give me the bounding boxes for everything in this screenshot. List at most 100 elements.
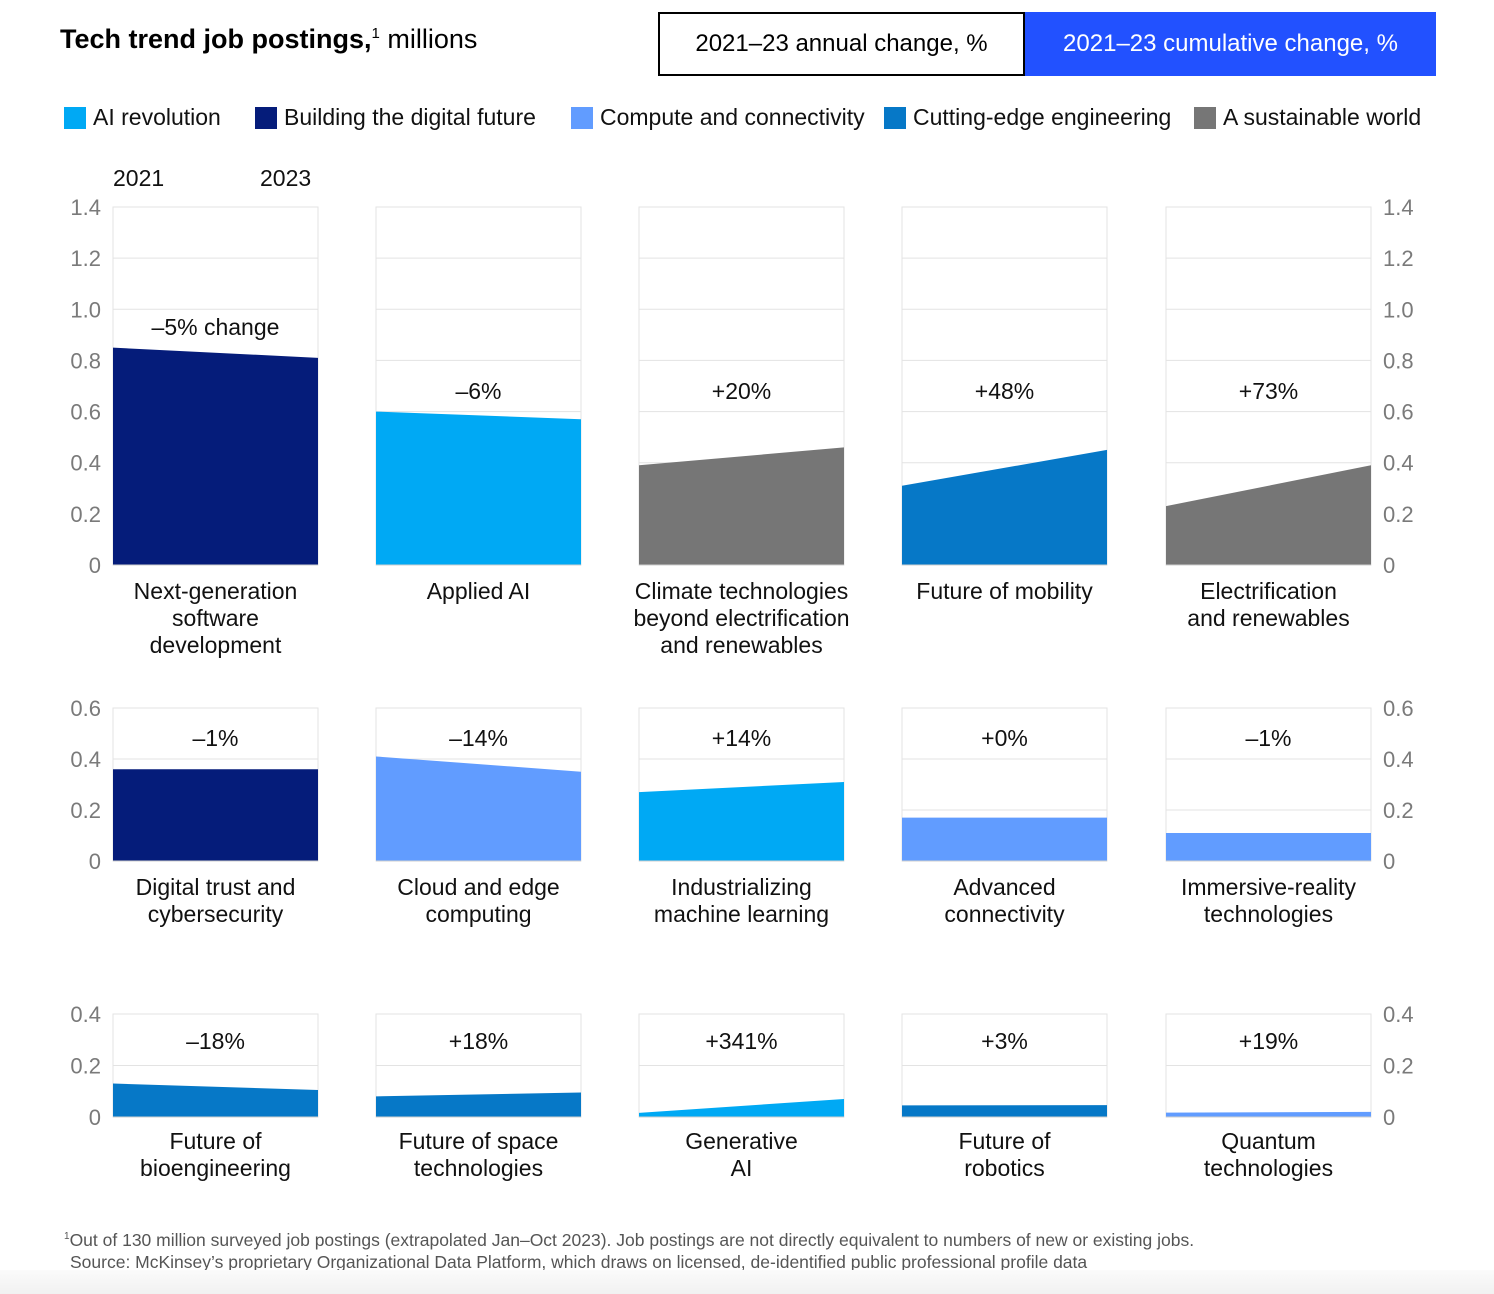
y-tick-label-right: 0.2 <box>1383 502 1414 527</box>
legend-item-ai-revolution: AI revolution <box>64 104 221 131</box>
footnote-line-1: 1Out of 130 million surveyed job posting… <box>64 1226 1194 1251</box>
legend-label: Cutting-edge engineering <box>913 104 1172 130</box>
year-label-2021: 2021 <box>113 165 165 191</box>
area-electrification-and-renewables <box>1166 465 1371 565</box>
y-tick-label-right: 0.2 <box>1383 798 1414 823</box>
area-applied-ai <box>376 411 581 565</box>
area-digital-trust-and-cybersecurity <box>113 769 318 861</box>
legend-label: Building the digital future <box>284 104 536 130</box>
area-future-of-bioengineering <box>113 1083 318 1117</box>
y-tick-label-right: 1.2 <box>1383 246 1414 271</box>
panel-label-future-of-space-technologies: technologies <box>414 1155 543 1181</box>
y-tick-label-left: 0.4 <box>70 747 101 772</box>
panel-label-cloud-and-edge-computing: computing <box>425 901 531 927</box>
area-future-of-mobility <box>902 449 1107 565</box>
legend-item-a-sustainable-world: A sustainable world <box>1194 104 1421 131</box>
panel-label-industrializing-machine-learning: machine learning <box>654 901 829 927</box>
chart-title: Tech trend job postings,1 millions <box>60 24 477 55</box>
panel-label-climate-technologies-beyond-electrification-and-renewables: beyond electrification <box>633 605 849 631</box>
change-label-advanced-connectivity: +0% <box>981 725 1028 751</box>
panel-label-generative-ai: AI <box>731 1155 753 1181</box>
legend-label: A sustainable world <box>1223 104 1422 130</box>
panel-label-next-generation-software-development: Next-generation <box>134 578 298 604</box>
area-immersive-reality-technologies <box>1166 832 1371 861</box>
panel-label-climate-technologies-beyond-electrification-and-renewables: Climate technologies <box>635 578 849 604</box>
y-tick-label-left: 1.2 <box>70 246 101 271</box>
y-tick-label-left: 0.2 <box>70 1054 101 1079</box>
panel-label-next-generation-software-development: software <box>172 605 259 631</box>
y-tick-label-left: 0.6 <box>70 400 101 425</box>
panel-label-immersive-reality-technologies: Immersive-reality <box>1181 874 1357 900</box>
y-tick-label-right: 1.0 <box>1383 297 1414 322</box>
change-label-future-of-mobility: +48% <box>975 378 1034 404</box>
area-future-of-space-technologies <box>376 1092 581 1117</box>
y-tick-label-right: 0 <box>1383 553 1395 578</box>
panel-label-digital-trust-and-cybersecurity: cybersecurity <box>148 901 284 927</box>
panel-label-applied-ai: Applied AI <box>427 578 531 604</box>
cumulative-change-button[interactable]: 2021–23 cumulative change, % <box>1025 12 1436 76</box>
y-tick-label-right: 0.8 <box>1383 348 1414 373</box>
y-tick-label-left: 0.4 <box>70 451 101 476</box>
panel-label-future-of-robotics: robotics <box>964 1155 1045 1181</box>
area-next-generation-software-development <box>113 347 318 565</box>
panel-label-industrializing-machine-learning: Industrializing <box>671 874 812 900</box>
change-label-electrification-and-renewables: +73% <box>1239 378 1298 404</box>
panel-label-digital-trust-and-cybersecurity: Digital trust and <box>136 874 296 900</box>
legend-item-building-the-digital-future: Building the digital future <box>255 104 536 131</box>
y-tick-label-left: 0 <box>89 1105 101 1130</box>
y-tick-label-left: 0.4 <box>70 1002 101 1027</box>
panel-label-advanced-connectivity: Advanced <box>953 874 1055 900</box>
y-tick-label-right: 0.4 <box>1383 1002 1414 1027</box>
y-tick-label-left: 0.6 <box>70 696 101 721</box>
area-cloud-and-edge-computing <box>376 756 581 861</box>
footnote-text: Out of 130 million surveyed job postings… <box>69 1229 1195 1250</box>
change-label-applied-ai: –6% <box>455 378 501 404</box>
panel-label-immersive-reality-technologies: technologies <box>1204 901 1333 927</box>
title-unit: millions <box>379 24 478 54</box>
y-tick-label-left: 1.4 <box>70 195 101 220</box>
panel-label-cloud-and-edge-computing: Cloud and edge <box>397 874 559 900</box>
annual-change-button[interactable]: 2021–23 annual change, % <box>658 12 1025 76</box>
source-line: Source: McKinsey’s proprietary Organizat… <box>70 1251 1088 1272</box>
panel-label-climate-technologies-beyond-electrification-and-renewables: and renewables <box>660 632 822 658</box>
y-tick-label-left: 0 <box>89 849 101 874</box>
panel-label-future-of-mobility: Future of mobility <box>916 578 1093 604</box>
panel-label-quantum-technologies: Quantum <box>1221 1128 1316 1154</box>
area-generative-ai <box>639 1098 844 1117</box>
y-tick-label-left: 0.2 <box>70 798 101 823</box>
change-label-generative-ai: +341% <box>705 1028 777 1054</box>
panel-label-future-of-bioengineering: bioengineering <box>140 1155 291 1181</box>
area-advanced-connectivity <box>902 817 1107 861</box>
y-tick-label-right: 0.2 <box>1383 1054 1414 1079</box>
area-future-of-robotics <box>902 1105 1107 1117</box>
legend-item-cutting-edge-engineering: Cutting-edge engineering <box>884 104 1171 131</box>
title-main: Tech trend job postings, <box>60 24 372 54</box>
y-tick-label-right: 0.4 <box>1383 451 1414 476</box>
y-tick-label-right: 1.4 <box>1383 195 1414 220</box>
panel-label-quantum-technologies: technologies <box>1204 1155 1333 1181</box>
y-tick-label-left: 0.8 <box>70 348 101 373</box>
title-footnote-marker: 1 <box>371 25 380 42</box>
y-tick-label-right: 0 <box>1383 1105 1395 1130</box>
y-tick-label-right: 0.6 <box>1383 696 1414 721</box>
y-tick-label-left: 0.2 <box>70 502 101 527</box>
change-label-next-generation-software-development: –5% change <box>152 314 280 340</box>
legend-item-compute-and-connectivity: Compute and connectivity <box>571 104 865 131</box>
change-label-immersive-reality-technologies: –1% <box>1245 725 1291 751</box>
y-tick-label-right: 0.6 <box>1383 400 1414 425</box>
change-label-climate-technologies-beyond-electrification-and-renewables: +20% <box>712 378 771 404</box>
panel-label-future-of-space-technologies: Future of space <box>399 1128 559 1154</box>
legend-swatch <box>1194 106 1216 129</box>
view-toggle: 2021–23 annual change, % 2021–23 cumulat… <box>658 12 1436 76</box>
change-label-quantum-technologies: +19% <box>1239 1028 1298 1054</box>
change-label-digital-trust-and-cybersecurity: –1% <box>192 725 238 751</box>
footnote-marker: 1 <box>64 1231 70 1242</box>
area-industrializing-machine-learning <box>639 781 844 861</box>
y-tick-label-right: 0 <box>1383 849 1395 874</box>
year-label-2023: 2023 <box>260 165 312 191</box>
page-bottom-edge <box>0 1270 1494 1294</box>
panel-label-electrification-and-renewables: Electrification <box>1200 578 1337 604</box>
panel-label-generative-ai: Generative <box>685 1128 798 1154</box>
footnote: 1Out of 130 million surveyed job posting… <box>64 1226 1194 1273</box>
